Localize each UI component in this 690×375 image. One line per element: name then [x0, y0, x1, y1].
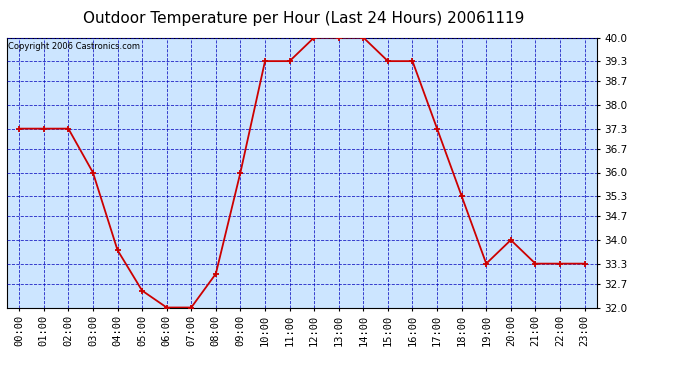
Text: Copyright 2006 Castronics.com: Copyright 2006 Castronics.com — [8, 42, 140, 51]
Text: Outdoor Temperature per Hour (Last 24 Hours) 20061119: Outdoor Temperature per Hour (Last 24 Ho… — [83, 11, 524, 26]
